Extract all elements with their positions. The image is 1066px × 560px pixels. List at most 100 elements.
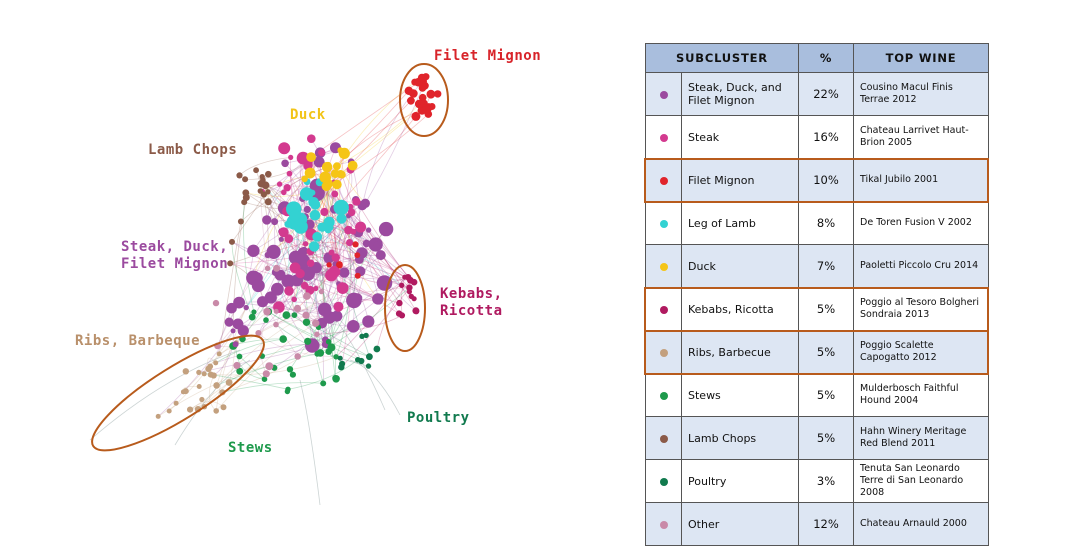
network-edge: [364, 87, 423, 204]
node-stews: [320, 380, 327, 387]
node-steak: [278, 227, 289, 238]
network-edge: [215, 338, 284, 364]
node-stews: [286, 366, 294, 373]
node-filet: [411, 111, 421, 121]
row-color-cell: [645, 158, 682, 202]
row-percent: 10%: [798, 158, 855, 202]
node-lamb_leg: [289, 209, 301, 222]
network-edge: [231, 241, 339, 285]
node-filet: [420, 99, 428, 107]
node-sdf: [360, 198, 370, 208]
cluster-color-dot: [659, 477, 668, 486]
node-other: [312, 319, 320, 327]
network-edge: [401, 277, 406, 316]
node-sdf: [251, 279, 265, 293]
row-top-wine: Hahn Winery Meritage Red Blend 2011: [853, 416, 990, 460]
node-sdf: [247, 244, 260, 257]
node-sdf: [262, 215, 272, 225]
network-edge: [259, 190, 269, 269]
node-steak: [346, 239, 354, 247]
network-edge: [266, 163, 309, 221]
node-stews: [251, 309, 257, 315]
table-row: Stews 5% Mulderbosch Faithful Hound 2004: [645, 373, 990, 417]
node-ribs: [180, 389, 186, 395]
node-other: [273, 264, 281, 272]
cluster-color-dot: [659, 262, 668, 271]
network-edge: [258, 332, 337, 358]
node-duck: [333, 162, 341, 171]
node-ribs: [213, 360, 219, 366]
node-other: [212, 299, 220, 307]
node-ribs: [182, 368, 189, 375]
node-ribs: [166, 408, 172, 414]
header-percent: %: [798, 43, 855, 73]
row-top-wine: Chateau Larrivet Haut-Brion 2005: [853, 115, 990, 159]
network-edge: [348, 229, 405, 278]
table-row: Leg of Lamb 8% De Toren Fusion V 2002: [645, 201, 990, 245]
node-lamb_chops: [265, 170, 272, 178]
network-edge: [217, 254, 269, 347]
node-sdf: [237, 325, 249, 337]
node-steak: [331, 253, 340, 262]
table-row: Other 12% Chateau Arnauld 2000: [645, 502, 990, 546]
row-color-cell: [645, 459, 682, 503]
table-header-row: SUBCLUSTER % TOP WINE: [644, 43, 990, 73]
node-steak: [313, 285, 319, 292]
node-duck: [332, 179, 342, 190]
node-stews: [302, 318, 311, 326]
node-ribs: [199, 396, 205, 403]
cluster-label-lamb-chops: Lamb Chops: [148, 142, 238, 158]
row-color-cell: [645, 72, 682, 116]
network-edge: [307, 273, 411, 281]
node-other: [314, 331, 320, 338]
table-row: Lamb Chops 5% Hahn Winery Meritage Red Ble…: [645, 416, 990, 460]
node-lamb_chops: [253, 167, 259, 174]
row-percent: 5%: [798, 416, 855, 460]
row-top-wine: Poggio al Tesoro Bolgheri Sondraia 2013: [853, 287, 990, 331]
node-steak: [306, 259, 315, 268]
cluster-label-poultry: Poultry: [407, 410, 470, 426]
node-sdf: [281, 159, 289, 168]
node-lamb_chops: [236, 172, 243, 179]
row-top-wine: Chateau Arnauld 2000: [853, 502, 990, 546]
row-color-cell: [645, 330, 682, 374]
row-top-wine: Paoletti Piccolo Cru 2014: [853, 244, 990, 288]
node-steak: [278, 142, 291, 155]
row-top-wine: Poggio Scalette Capogatto 2012: [853, 330, 990, 374]
node-ribs: [201, 371, 207, 377]
row-color-cell: [645, 502, 682, 546]
network-edge: [210, 356, 337, 376]
node-lamb_chops: [237, 218, 244, 225]
row-top-wine: Tikal Jubilo 2001: [853, 158, 990, 202]
node-sdf: [274, 269, 286, 281]
network-edge: [276, 184, 282, 269]
network-edge: [317, 275, 359, 355]
row-top-wine: Tenuta San Leonardo Terre di San Leonard…: [853, 459, 990, 503]
node-duck: [338, 171, 346, 179]
row-percent: 16%: [798, 115, 855, 159]
network-edge: [336, 103, 420, 167]
network-edge: [336, 184, 380, 301]
table-row: Kebabs, Ricotta 5% Poggio al Tesoro Bolghe…: [645, 287, 990, 331]
node-other: [293, 304, 302, 312]
table-row: Filet Mignon 10% Tikal Jubilo 2001: [645, 158, 990, 202]
cluster-color-dot: [659, 348, 668, 357]
node-steak: [283, 184, 291, 192]
node-steak: [281, 189, 287, 196]
node-kebabs: [406, 284, 413, 291]
node-stews: [284, 388, 291, 395]
node-steak: [331, 190, 339, 198]
network-edge: [268, 311, 362, 362]
node-sdf: [317, 302, 332, 317]
node-sdf: [375, 297, 383, 305]
node-steak: [286, 170, 293, 177]
row-subcluster: Kebabs, Ricotta: [680, 287, 800, 331]
cluster-label-stews: Stews: [228, 440, 273, 456]
network-edge: [310, 251, 400, 314]
cluster-label-duck: Duck: [290, 107, 326, 123]
cluster-label-steak-duck-filet: Steak, Duck, Filet Mignon: [121, 239, 229, 272]
network-edge: [235, 344, 265, 380]
node-sdf: [266, 244, 281, 259]
node-other: [273, 308, 279, 314]
network-edge: [316, 315, 403, 335]
